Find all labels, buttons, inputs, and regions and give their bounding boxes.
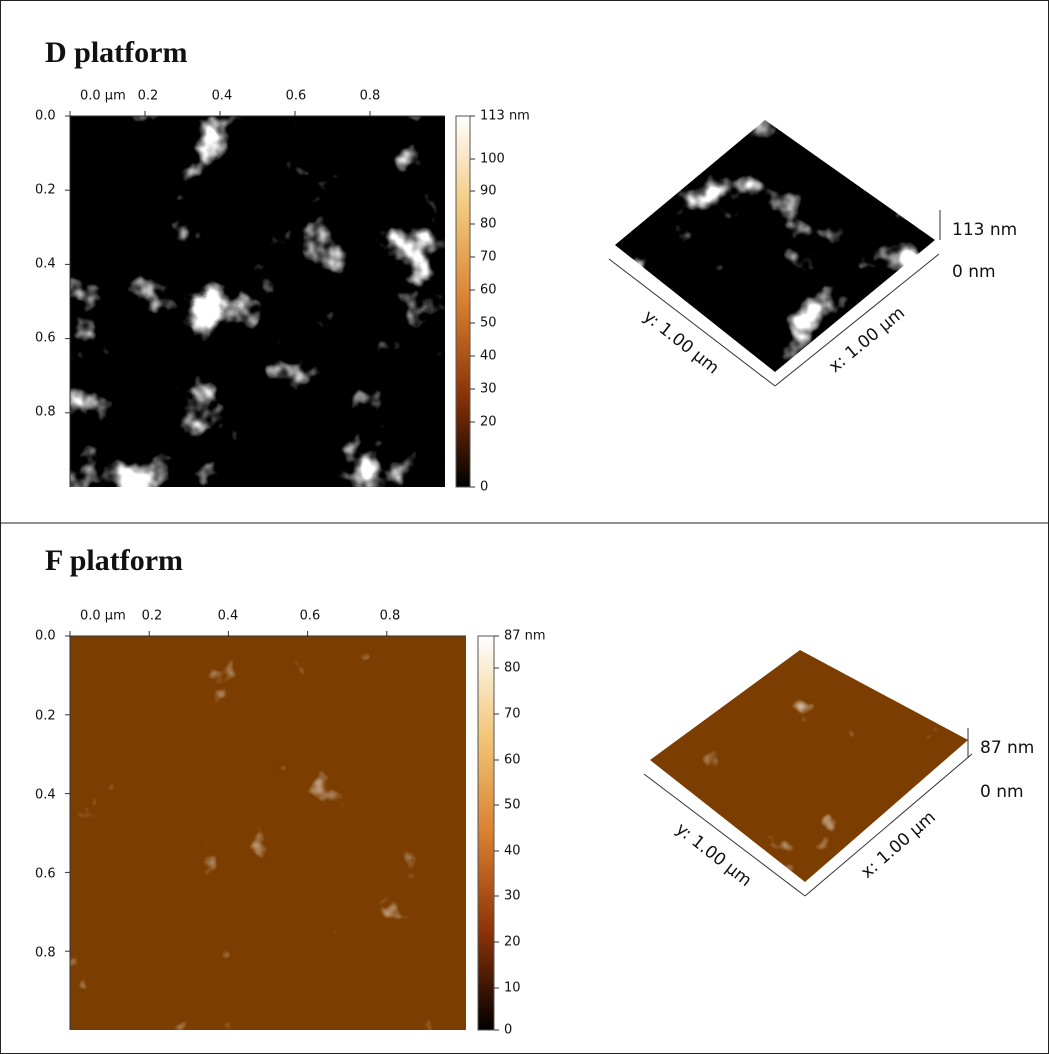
- colorbar: [478, 636, 494, 1030]
- colorbar-label: 20: [480, 415, 497, 430]
- z-max-label: 113 nm: [952, 220, 1017, 240]
- colorbar-label: 40: [480, 349, 497, 364]
- colorbar-label: 90: [480, 184, 497, 199]
- height-map: [70, 636, 466, 1030]
- height-map: [70, 116, 445, 487]
- x-tick-label: 0.8: [380, 609, 401, 624]
- colorbar-label: 50: [480, 316, 497, 331]
- y-tick-label: 0.2: [35, 709, 56, 724]
- colorbar-label: 100: [480, 152, 505, 167]
- y-tick-label: 0.0: [35, 109, 56, 124]
- y-tick-label: 0.0: [35, 629, 56, 644]
- y-tick-label: 0.4: [35, 257, 56, 272]
- colorbar-label: 60: [504, 753, 521, 768]
- x-tick-label: 0.6: [286, 89, 307, 104]
- z-min-label: 0 nm: [952, 262, 996, 282]
- x-tick-label: 0.2: [142, 609, 163, 624]
- colorbar-label: 10: [504, 981, 521, 996]
- y-tick-label: 0.8: [35, 946, 56, 961]
- z-max-label: 87 nm: [980, 738, 1034, 758]
- colorbar: [456, 116, 470, 487]
- colorbar-label: 0: [504, 1023, 512, 1038]
- y-tick-label: 0.2: [35, 183, 56, 198]
- x-tick-label: 0.0 µm: [80, 89, 126, 104]
- colorbar-label: 0: [480, 480, 488, 495]
- colorbar-label: 60: [480, 283, 497, 298]
- panel-title: D platform: [45, 36, 187, 69]
- figure: D platform 0.0 µm 0.2 0.4 0.6 0.8 0.0 0.2 0.4 0.6…: [0, 0, 1049, 1054]
- colorbar-label: 70: [480, 250, 497, 265]
- x-tick-label: 0.4: [212, 89, 233, 104]
- colorbar-label: 70: [504, 707, 521, 722]
- colorbar-label: 87 nm: [504, 629, 546, 644]
- panel-title: F platform: [45, 544, 183, 577]
- colorbar-label: 80: [480, 217, 497, 232]
- colorbar-label: 113 nm: [480, 109, 530, 124]
- y-tick-label: 0.8: [35, 405, 56, 420]
- y-tick-label: 0.4: [35, 788, 56, 803]
- colorbar-label: 30: [504, 889, 521, 904]
- z-min-label: 0 nm: [980, 782, 1024, 802]
- x-tick-label: 0.8: [360, 89, 381, 104]
- x-tick-label: 0.0 µm: [80, 609, 126, 624]
- colorbar-label: 50: [504, 798, 521, 813]
- colorbar-label: 30: [480, 382, 497, 397]
- x-tick-label: 0.2: [138, 89, 159, 104]
- y-tick-label: 0.6: [35, 867, 56, 882]
- colorbar-label: 80: [504, 661, 521, 676]
- colorbar-label: 20: [504, 935, 521, 950]
- y-tick-label: 0.6: [35, 331, 56, 346]
- x-tick-label: 0.6: [300, 609, 321, 624]
- x-tick-label: 0.4: [218, 609, 239, 624]
- colorbar-label: 40: [504, 844, 521, 859]
